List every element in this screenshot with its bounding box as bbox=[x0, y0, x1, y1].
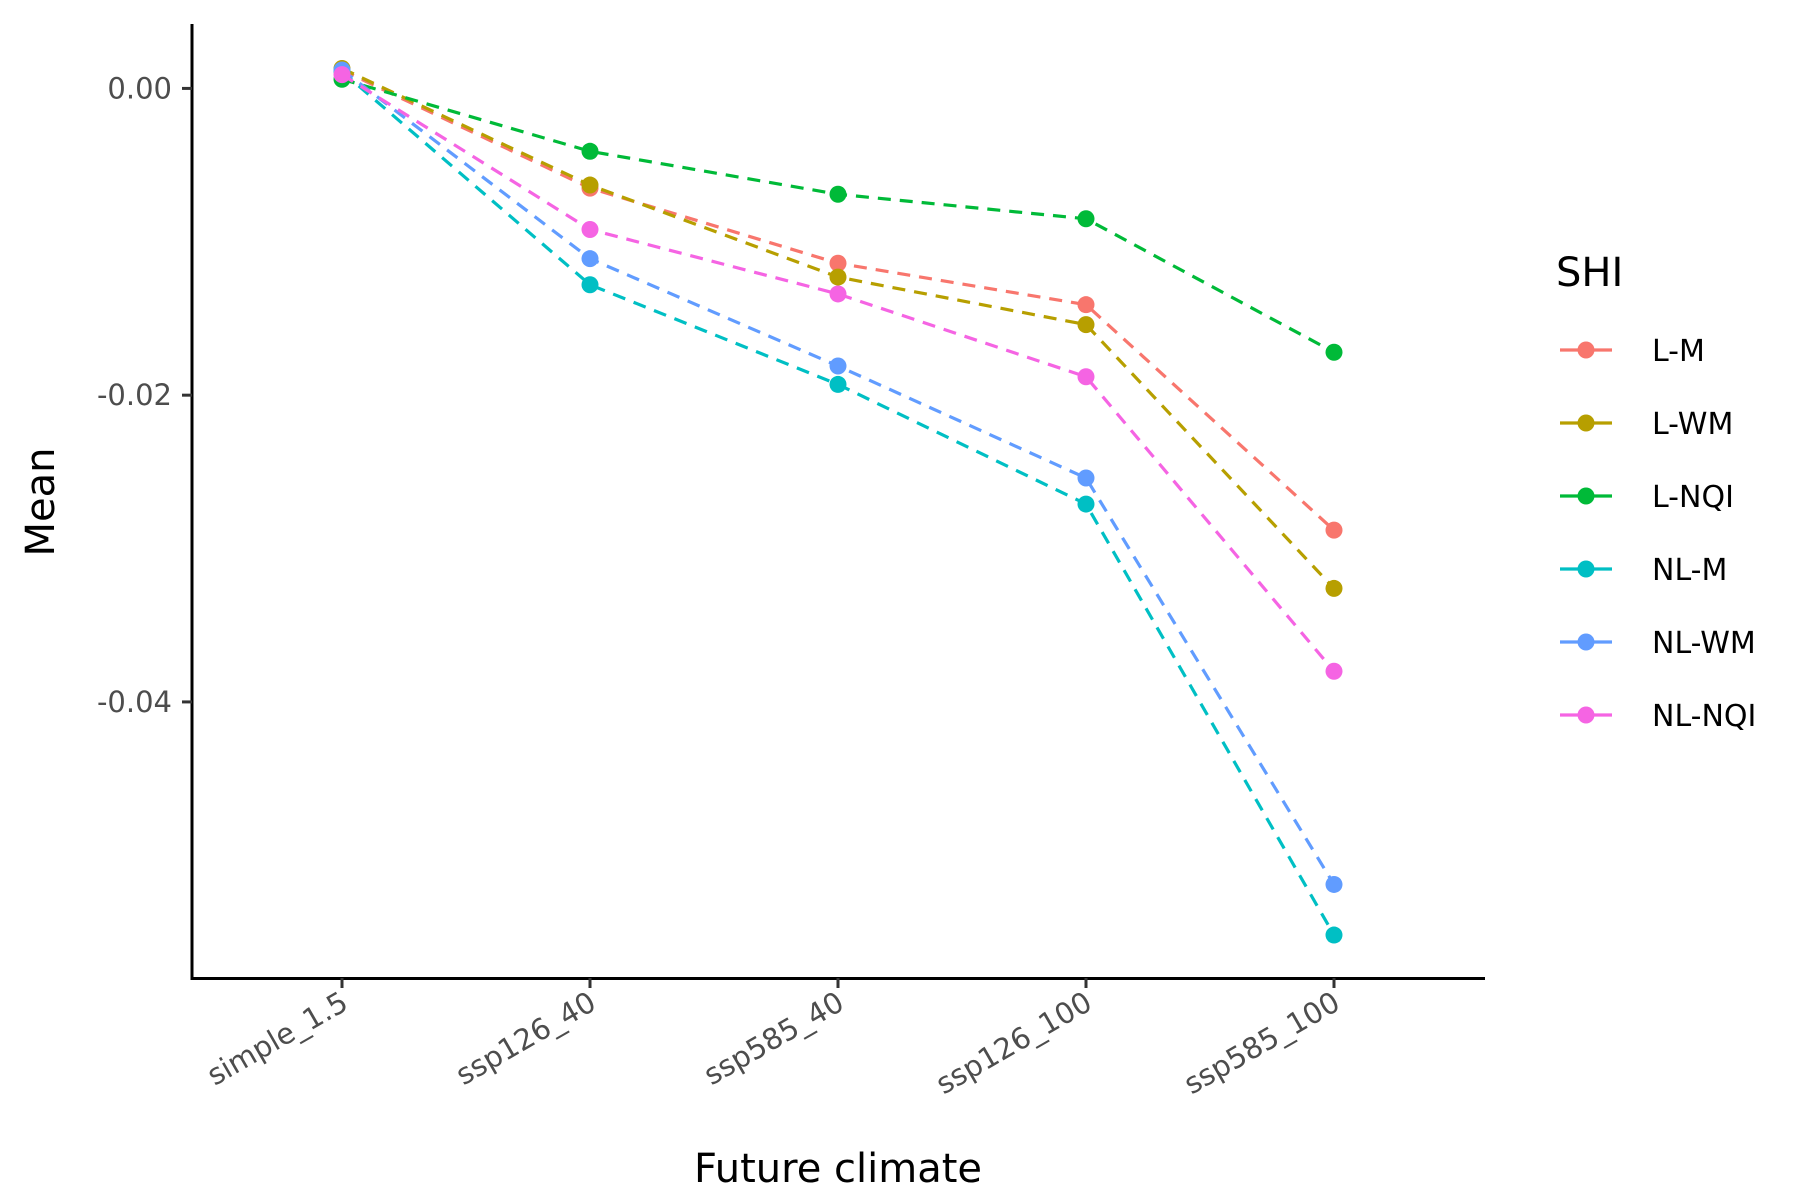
data-point bbox=[829, 285, 847, 303]
series-line bbox=[341, 67, 1336, 590]
legend-label: L-NQI bbox=[1652, 480, 1734, 515]
legend-key-point bbox=[1577, 487, 1595, 505]
data-point bbox=[581, 276, 599, 294]
legend-key-point bbox=[1577, 706, 1595, 724]
data-point bbox=[1077, 469, 1095, 487]
x-tick-label: simple_1.5 bbox=[201, 985, 353, 1093]
data-point bbox=[581, 176, 599, 194]
data-point bbox=[1325, 579, 1343, 597]
x-tick-label: ssp585_100 bbox=[1178, 985, 1346, 1101]
legend-key-point bbox=[1577, 560, 1595, 578]
legend-label: NL-M bbox=[1652, 553, 1727, 588]
x-tick-label: ssp126_100 bbox=[930, 985, 1098, 1101]
legend-item: NL-M bbox=[1560, 553, 1727, 588]
data-point bbox=[1325, 662, 1343, 680]
y-axis-title: Mean bbox=[18, 448, 64, 557]
data-point bbox=[1325, 875, 1343, 893]
data-point bbox=[1325, 521, 1343, 539]
legend-title: SHI bbox=[1556, 250, 1623, 296]
legend-key-point bbox=[1577, 341, 1595, 359]
legend-label: NL-WM bbox=[1652, 626, 1756, 661]
legend-label: L-WM bbox=[1652, 407, 1733, 442]
legend-item: L-WM bbox=[1560, 407, 1733, 442]
legend-label: L-M bbox=[1652, 334, 1705, 369]
legend-item: NL-WM bbox=[1560, 626, 1756, 661]
series-l-wm bbox=[333, 59, 1343, 597]
legend: SHI L-M L-WM L-NQI NL-M NL-WM NL-NQI bbox=[1556, 250, 1756, 734]
data-point bbox=[1077, 495, 1095, 513]
plot-area bbox=[333, 59, 1343, 944]
x-axis: simple_1.5 ssp126_40 ssp585_40 ssp126_100 ss… bbox=[201, 978, 1346, 1101]
series-l-nqi bbox=[333, 70, 1343, 361]
legend-key-point bbox=[1577, 633, 1595, 651]
data-point bbox=[1077, 368, 1095, 386]
x-tick-label: ssp585_40 bbox=[698, 985, 850, 1092]
x-axis-title: Future climate bbox=[694, 1146, 982, 1192]
data-point bbox=[581, 142, 599, 160]
data-point bbox=[1325, 343, 1343, 361]
legend-key-point bbox=[1577, 414, 1595, 432]
y-tick-label: 0.00 bbox=[107, 71, 172, 105]
y-tick-label: -0.02 bbox=[97, 378, 172, 412]
series-nl-wm bbox=[333, 61, 1343, 893]
series-line bbox=[341, 77, 1335, 354]
legend-label: NL-NQI bbox=[1652, 699, 1756, 734]
data-point bbox=[829, 185, 847, 203]
data-point bbox=[333, 66, 351, 84]
data-point bbox=[829, 254, 847, 272]
x-tick-label: ssp126_40 bbox=[450, 985, 602, 1092]
legend-item: L-M bbox=[1560, 334, 1705, 369]
data-point bbox=[829, 375, 847, 393]
data-point bbox=[829, 268, 847, 286]
data-point bbox=[581, 221, 599, 239]
series-nl-nqi bbox=[333, 66, 1343, 680]
data-point bbox=[1077, 296, 1095, 314]
data-point bbox=[1077, 316, 1095, 334]
data-point bbox=[829, 357, 847, 375]
data-point bbox=[581, 250, 599, 268]
legend-item: NL-NQI bbox=[1560, 699, 1756, 734]
legend-item: L-NQI bbox=[1560, 480, 1734, 515]
data-point bbox=[1325, 926, 1343, 944]
y-axis: 0.00 -0.02 -0.04 bbox=[97, 71, 192, 719]
y-tick-label: -0.04 bbox=[97, 685, 172, 719]
data-point bbox=[1077, 210, 1095, 228]
